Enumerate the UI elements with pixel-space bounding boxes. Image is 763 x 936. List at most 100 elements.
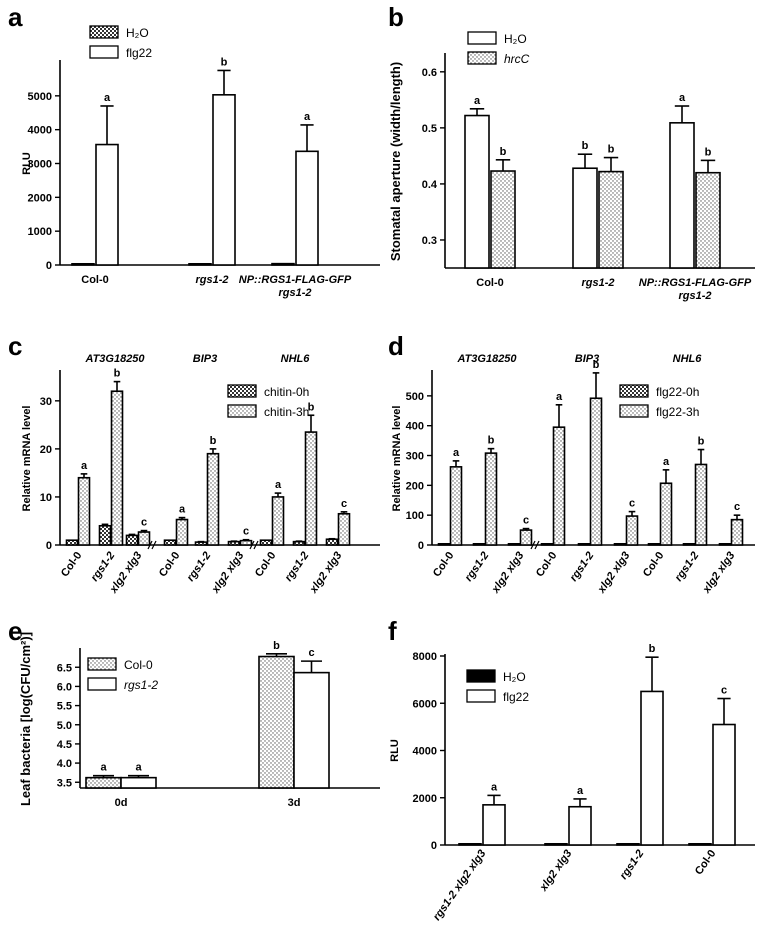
- significance-letter: a: [556, 391, 563, 403]
- significance-letter: b: [210, 435, 217, 447]
- chart-panel-f: 0 2000 4000 6000 8000 RLU a rgs1-2 xlg2 xlg3 a xl…: [389, 643, 755, 923]
- bar-flg22-0h: [507, 542, 521, 546]
- bar-chitin-3h: [304, 431, 318, 546]
- significance-letter: a: [81, 460, 88, 472]
- x-category-label: Col-0: [641, 550, 667, 579]
- bar-H2O: [458, 842, 482, 846]
- x-category-label: Col-0: [59, 550, 85, 579]
- bar-chitin-0h: [227, 540, 241, 546]
- significance-letter: b: [705, 146, 712, 158]
- bar-chitin-3h: [77, 476, 91, 546]
- significance-letter: a: [679, 92, 686, 104]
- bar-chitin-0h: [292, 540, 306, 546]
- y-tick-label: 2000: [28, 192, 52, 204]
- bar-chitin-3h: [110, 390, 124, 546]
- x-category-label: xlg2 xlg3: [307, 550, 344, 596]
- legend-swatch-rgs1-2: [87, 677, 117, 691]
- bar-flg22-0h: [682, 542, 696, 546]
- significance-letter: b: [273, 640, 280, 652]
- bar-H2O: [616, 842, 640, 846]
- bar-chitin-3h: [271, 496, 285, 546]
- gene-label: BIP3: [575, 353, 599, 365]
- bar-flg22-3h: [694, 463, 708, 546]
- x-category-label: xlg2 xlg3: [209, 550, 246, 596]
- y-axis-label: Stomatal aperture (width/length): [388, 62, 403, 261]
- bar-hrcC: [598, 170, 624, 269]
- significance-letter: c: [629, 498, 635, 510]
- significance-letter: b: [114, 368, 121, 380]
- gene-label: AT3G18250: [84, 353, 145, 365]
- bar-flg22: [568, 805, 592, 846]
- x-category-label: rgs1-2: [185, 550, 214, 584]
- bar-flg22-0h: [472, 542, 486, 546]
- bar-rgs1-2: [293, 671, 330, 789]
- bar-chitin-0h: [163, 539, 177, 546]
- x-category-label: rgs1-2 xlg2 xlg3: [431, 848, 489, 923]
- significance-letter: a: [577, 785, 584, 797]
- x-category-label: Col-0: [534, 550, 560, 579]
- bar-chitin-0h: [98, 524, 112, 546]
- y-tick-label: 30: [40, 396, 52, 408]
- legend-label-rgs1-2: rgs1-2: [124, 678, 158, 692]
- y-tick-label: 100: [406, 510, 424, 522]
- bar-H2O: [572, 167, 598, 269]
- legend-swatch-flg22-3h: [619, 404, 649, 418]
- panel-label-a: a: [8, 2, 23, 32]
- significance-letter: c: [243, 526, 249, 538]
- y-tick-label: 1000: [28, 226, 52, 238]
- bar-flg22-3h: [552, 426, 566, 546]
- legend-label-chitin-3h: chitin-3h: [264, 405, 309, 419]
- x-category-label: rgs1-2: [463, 550, 492, 584]
- gene-label: BIP3: [193, 353, 217, 365]
- legend-swatch-chitin-3h: [227, 404, 257, 418]
- bar-flg22-0h: [540, 542, 554, 546]
- bar-chitin-3h: [239, 539, 253, 546]
- y-tick-label: 200: [406, 480, 424, 492]
- axis-break-mark: [253, 540, 259, 550]
- significance-letter: b: [593, 359, 600, 371]
- significance-letter: b: [582, 140, 589, 152]
- y-tick-label: 5.5: [57, 701, 72, 713]
- significance-letter: c: [308, 647, 314, 659]
- legend-label-hrcC: hrcC: [504, 52, 530, 66]
- bar-H2O: [669, 122, 695, 269]
- legend-swatch-H2O: [466, 669, 496, 683]
- bar-H2O: [464, 114, 490, 269]
- y-axis-label: RLU: [389, 739, 401, 762]
- x-category-label: rgs1-2: [678, 290, 711, 302]
- y-tick-label: 3.5: [57, 777, 72, 789]
- significance-letter: a: [474, 95, 481, 107]
- bar-flg22-3h: [484, 452, 498, 546]
- bar-flg22-0h: [437, 542, 451, 546]
- bar-flg22-0h: [647, 542, 661, 546]
- legend-swatch-flg22-0h: [619, 384, 649, 398]
- bar-flg22: [712, 723, 736, 846]
- legend-swatch-H2O: [467, 31, 497, 45]
- bar-chitin-3h: [337, 512, 351, 546]
- panel-label-d: d: [388, 331, 404, 361]
- bar-flg22: [295, 150, 319, 266]
- legend-label-flg22-0h: flg22-0h: [656, 385, 699, 399]
- bar-chitin-3h: [137, 531, 151, 546]
- y-axis-label: Relative mRNA level: [21, 406, 33, 512]
- panel-label-c: c: [8, 331, 22, 361]
- significance-letter: c: [341, 498, 347, 510]
- bar-hrcC: [695, 171, 721, 269]
- x-category-label: xlg2 xlg3: [537, 848, 574, 894]
- x-category-label: 3d: [288, 797, 301, 809]
- bar-chitin-0h: [125, 534, 139, 546]
- chart-panel-c: 0 10 20 30 Relative mRNA level a Col-0 b rgs1-2 c…: [21, 353, 380, 596]
- significance-letter: a: [453, 447, 460, 459]
- y-tick-label: 0: [46, 260, 52, 272]
- bar-H2O: [188, 262, 212, 266]
- bar-chitin-3h: [206, 452, 220, 546]
- y-tick-label: 0: [431, 840, 437, 852]
- x-category-label: rgs1-2: [283, 550, 312, 584]
- legend-swatch-flg22: [466, 689, 496, 703]
- bar-flg22-0h: [613, 542, 627, 546]
- bar-chitin-0h: [325, 538, 339, 546]
- significance-letter: c: [734, 501, 740, 513]
- bar-chitin-0h: [194, 541, 208, 546]
- bar-flg22: [482, 804, 506, 846]
